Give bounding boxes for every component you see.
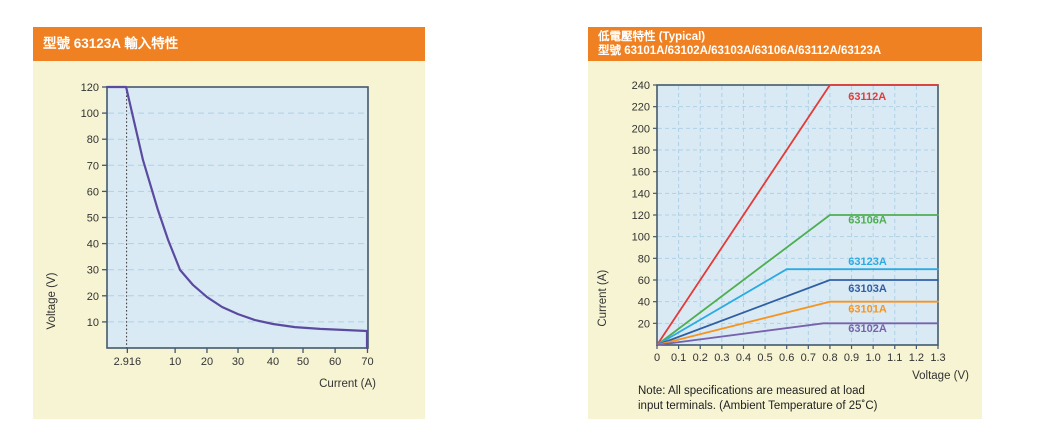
y-tick-label: 40 (638, 297, 650, 309)
x-tick-label: 60 (329, 356, 341, 368)
y-tick-label: 220 (632, 102, 650, 114)
x-axis-title: Voltage (V) (912, 370, 969, 382)
x-tick-label: 0.2 (693, 352, 708, 364)
x-tick-label: 0.8 (822, 352, 837, 364)
x-tick-label: 1.0 (866, 352, 881, 364)
series-line-63102A (656, 322, 939, 346)
series-label-63112A: 63112A (848, 91, 886, 103)
y-tick-label: 80 (638, 253, 650, 265)
y-tick-label: 160 (632, 167, 650, 179)
y-tick-label: 120 (81, 82, 99, 94)
y-tick-label: 40 (87, 239, 99, 251)
y-tick-label: 80 (87, 134, 99, 146)
x-tick-label: 50 (297, 356, 309, 368)
input-characteristic-panel: 型號 63123A 輸入特性 2.916 10 20 30 40 50 60 70 120 100… (33, 27, 425, 419)
x-tick-label: 1.1 (887, 352, 902, 364)
y-tick-label: 120 (632, 210, 650, 222)
series-line-63106A (656, 214, 939, 346)
series-line-63101A (656, 300, 939, 346)
input-characteristic-chart: 2.916 10 20 30 40 50 60 70 120 100 80 70 60 50 40 30 20 1… (46, 82, 376, 390)
x-tick-label: 40 (267, 356, 279, 368)
y-tick-label: 20 (638, 318, 650, 330)
x-axis-title: Current (A) (319, 378, 376, 390)
x-tick-label: 1.3 (930, 352, 945, 364)
y-tick-label: 70 (87, 160, 99, 172)
y-tick-label: 100 (632, 232, 650, 244)
series-label-63106A: 63106A (848, 215, 887, 227)
right-panel-title-line1: 低電壓特性 (Typical) (598, 31, 706, 43)
y-axis-title: Current (A) (597, 270, 609, 327)
y-tick-label: 240 (632, 80, 650, 92)
left-panel-title: 型號 63123A 輸入特性 (43, 36, 179, 51)
x-tick-label: 0.9 (844, 352, 859, 364)
y-tick-label: 20 (87, 291, 99, 303)
x-tick-label: 0.7 (801, 352, 816, 364)
series-label-63101A: 63101A (848, 304, 887, 316)
y-tick-label: 60 (87, 186, 99, 198)
x-tick-label: 30 (232, 356, 244, 368)
left-panel-header: 型號 63123A 輸入特性 (33, 27, 425, 61)
series-line-63103A (656, 279, 939, 346)
y-tick-label: 50 (87, 213, 99, 225)
x-tick-label: 2.916 (114, 356, 142, 368)
x-tick-label: 20 (201, 356, 213, 368)
low-voltage-characteristic-chart: 63112A 63106A 63123A 63103A 63101A 63102A 0 0.1… (597, 80, 969, 382)
x-tick-label: 0.6 (779, 352, 794, 364)
y-tick-label: 100 (81, 108, 99, 120)
vi-boundary-curve (105, 85, 369, 350)
note-line1: Note: All specifications are measured at… (638, 385, 865, 397)
x-tick-label: 10 (169, 356, 181, 368)
series-label-63103A: 63103A (848, 283, 887, 295)
right-panel-header: 低電壓特性 (Typical) 型號 63101A/63102A/63103A/… (588, 27, 982, 61)
y-tick-label: 180 (632, 145, 650, 157)
x-tick-label: 70 (361, 356, 373, 368)
y-tick-label: 60 (638, 275, 650, 287)
low-voltage-characteristic-panel: 低電壓特性 (Typical) 型號 63101A/63102A/63103A/… (588, 27, 982, 419)
y-tick-label: 30 (87, 265, 99, 277)
x-tick-label: 1.2 (909, 352, 924, 364)
x-tick-label: 0 (654, 352, 660, 364)
x-tick-label: 0.1 (671, 352, 686, 364)
measurement-note: Note: All specifications are measured at… (638, 384, 877, 414)
y-tick-label: 200 (632, 123, 650, 135)
series-line-63123A (656, 268, 939, 346)
y-axis-title: Voltage (V) (46, 272, 58, 329)
series-label-63102A: 63102A (848, 323, 887, 335)
x-tick-label: 0.4 (736, 352, 751, 364)
note-line2: input terminals. (Ambient Temperature of… (638, 400, 878, 412)
x-tick-label: 0.3 (714, 352, 729, 364)
x-tick-label: 0.5 (757, 352, 772, 364)
series-label-63123A: 63123A (848, 256, 887, 268)
right-panel-title-line2: 型號 63101A/63102A/63103A/63106A/63112A/63… (598, 44, 882, 57)
series-line-63112A (656, 84, 939, 346)
y-tick-label: 10 (87, 317, 99, 329)
y-tick-label: 140 (632, 188, 650, 200)
